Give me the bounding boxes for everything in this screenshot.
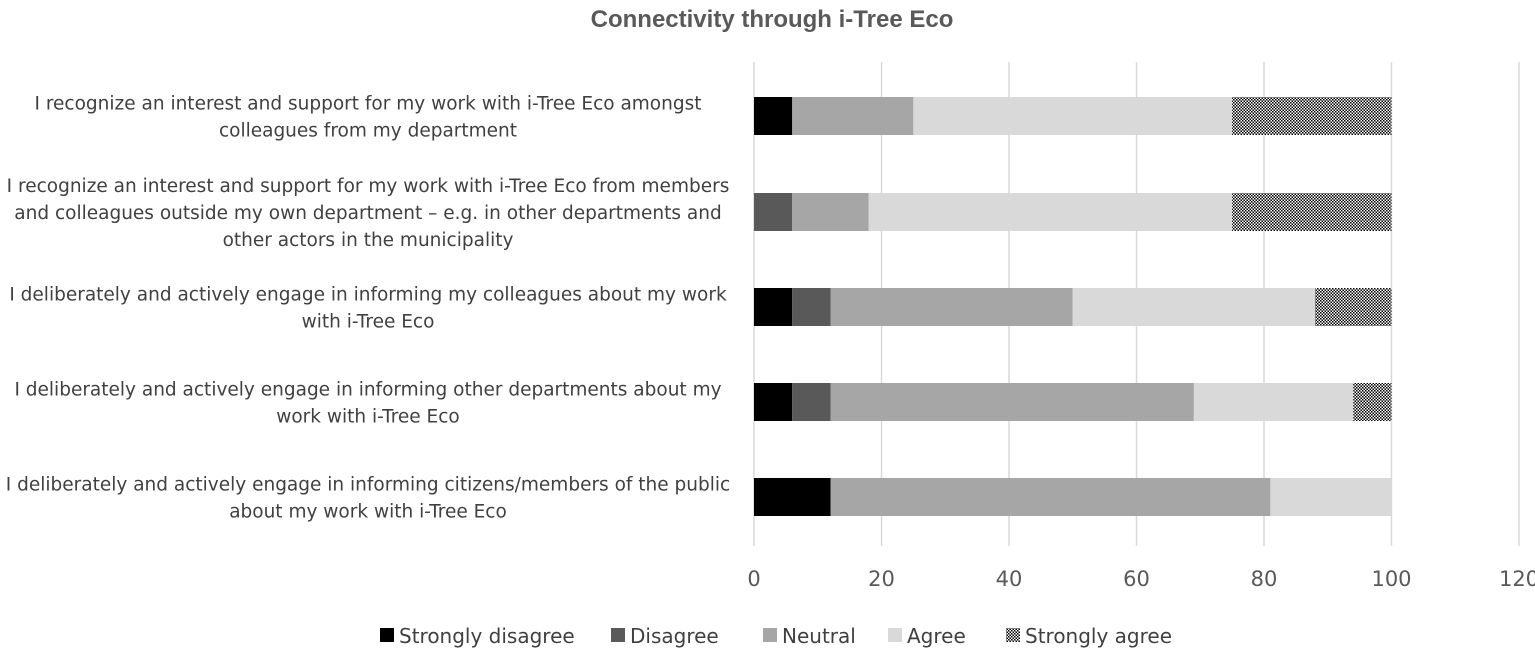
category-label-line: about my work with i-Tree Eco bbox=[229, 502, 507, 523]
x-tick-label: 0 bbox=[747, 567, 760, 591]
bars bbox=[754, 97, 1392, 516]
category-label-line: colleagues from my department bbox=[219, 121, 517, 142]
category-label-line: I recognize an interest and support for … bbox=[7, 176, 730, 197]
bar-segment bbox=[1232, 193, 1392, 231]
bar-segment bbox=[830, 478, 1271, 516]
category-label-line: I recognize an interest and support for … bbox=[35, 94, 702, 115]
category-labels: I recognize an interest and support for … bbox=[6, 94, 730, 523]
legend-swatch bbox=[380, 628, 394, 642]
x-tick-label: 100 bbox=[1371, 567, 1411, 591]
legend-label: Strongly disagree bbox=[399, 624, 575, 648]
category-label-line: and colleagues outside my own department… bbox=[14, 203, 721, 224]
category-label-line: I deliberately and actively engage in in… bbox=[9, 285, 727, 306]
category-label: I deliberately and actively engage in in… bbox=[14, 380, 721, 428]
bar-segment bbox=[754, 478, 831, 516]
category-label-line: I deliberately and actively engage in in… bbox=[14, 380, 721, 401]
legend-item: Disagree bbox=[611, 624, 719, 648]
bar-segment bbox=[754, 193, 793, 231]
bar-segment bbox=[792, 97, 914, 135]
category-label: I deliberately and actively engage in in… bbox=[9, 285, 727, 333]
bar-segment bbox=[754, 97, 793, 135]
bar-segment bbox=[868, 193, 1233, 231]
legend: Strongly disagree Disagree Neutral Agree Str… bbox=[380, 624, 1172, 648]
category-label: I recognize an interest and support for … bbox=[35, 94, 702, 142]
bar-segment bbox=[1270, 478, 1392, 516]
x-tick-label: 80 bbox=[1251, 567, 1278, 591]
legend-label: Strongly agree bbox=[1025, 624, 1172, 648]
legend-item: Agree bbox=[888, 624, 966, 648]
bar-segment bbox=[1232, 97, 1392, 135]
category-label: I deliberately and actively engage in in… bbox=[6, 475, 730, 523]
x-axis-tick-labels: 0 20 40 60 80 100 120 bbox=[747, 567, 1535, 591]
x-tick-label: 120 bbox=[1499, 567, 1535, 591]
chart-title: Connectivity through i-Tree Eco bbox=[591, 6, 954, 33]
x-tick-label: 40 bbox=[996, 567, 1023, 591]
legend-item: Strongly disagree bbox=[380, 624, 575, 648]
bar-segment bbox=[792, 288, 831, 326]
bar-segment bbox=[792, 193, 869, 231]
bar-segment bbox=[1193, 383, 1354, 421]
x-tick-label: 60 bbox=[1123, 567, 1150, 591]
legend-swatch bbox=[1006, 628, 1020, 642]
legend-label: Agree bbox=[907, 624, 966, 648]
legend-label: Neutral bbox=[782, 624, 856, 648]
category-label: I recognize an interest and support for … bbox=[7, 176, 730, 251]
category-label-line: with i-Tree Eco bbox=[302, 312, 435, 333]
bar-segment bbox=[913, 97, 1233, 135]
bar-segment bbox=[830, 288, 1073, 326]
legend-item: Strongly agree bbox=[1006, 624, 1172, 648]
bar-segment bbox=[754, 288, 793, 326]
bar-segment bbox=[1315, 288, 1392, 326]
legend-swatch bbox=[763, 628, 777, 642]
bar-segment bbox=[830, 383, 1194, 421]
legend-swatch bbox=[611, 628, 625, 642]
bar-segment bbox=[792, 383, 831, 421]
legend-item: Neutral bbox=[763, 624, 856, 648]
category-label-line: I deliberately and actively engage in in… bbox=[6, 475, 730, 496]
x-tick-label: 20 bbox=[868, 567, 895, 591]
category-label-line: work with i-Tree Eco bbox=[276, 407, 460, 428]
category-label-line: other actors in the municipality bbox=[223, 230, 514, 251]
bar-segment bbox=[754, 383, 793, 421]
bar-segment bbox=[1072, 288, 1315, 326]
legend-swatch bbox=[888, 628, 902, 642]
legend-label: Disagree bbox=[630, 624, 719, 648]
bar-segment bbox=[1353, 383, 1392, 421]
